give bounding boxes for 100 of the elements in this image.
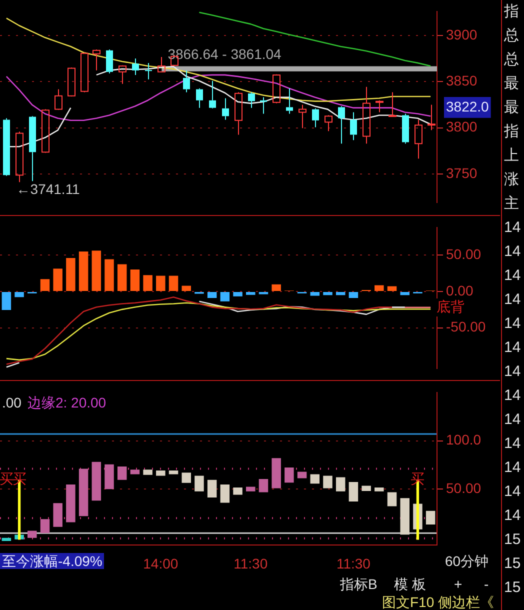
text: 14 — [503, 458, 522, 478]
bar — [130, 269, 140, 291]
bar — [233, 292, 242, 296]
bar — [168, 470, 178, 474]
bar — [53, 268, 62, 291]
y-tick-label: 3800 — [446, 118, 478, 135]
text: 60分钟 — [444, 553, 490, 569]
candlestick — [350, 112, 357, 141]
text: 14 — [503, 410, 522, 430]
bar — [53, 503, 62, 527]
candlestick — [118, 65, 126, 84]
text: 14 — [503, 434, 522, 454]
bar — [92, 462, 102, 501]
bar — [143, 275, 152, 291]
candlestick — [106, 49, 113, 74]
bar — [220, 292, 230, 302]
text: 侧边栏《 — [437, 594, 495, 610]
text: 14 — [503, 506, 522, 526]
bar — [310, 292, 320, 296]
text: 主 — [503, 194, 520, 214]
text: 14 — [503, 386, 522, 406]
y-tick-label: 3822.0 — [446, 98, 490, 114]
bar — [426, 510, 436, 525]
text: 总 — [503, 50, 520, 70]
bar — [143, 470, 152, 475]
text: 14 — [503, 362, 522, 382]
bar — [272, 284, 281, 291]
bar — [117, 264, 127, 291]
candlestick — [209, 80, 216, 108]
y-tick-label: 3750 — [446, 164, 478, 181]
bar — [78, 468, 88, 516]
x-tick-label: 11:30 — [336, 555, 371, 572]
bar — [233, 488, 242, 495]
bar — [66, 258, 76, 291]
bar — [400, 292, 410, 296]
text: + — [453, 576, 464, 592]
candlestick — [260, 96, 267, 114]
text: 底背 — [436, 298, 465, 314]
bar — [348, 482, 358, 502]
data-label: 买 — [12, 470, 26, 487]
candlestick — [402, 113, 409, 144]
candlestick — [286, 88, 293, 114]
text: - — [483, 576, 490, 592]
bar — [348, 292, 358, 298]
bar — [194, 476, 204, 492]
bar — [117, 466, 127, 480]
bar — [258, 292, 268, 294]
bar — [400, 498, 410, 535]
candlestick — [248, 92, 255, 108]
candlestick — [234, 92, 242, 136]
text: 15 — [503, 554, 522, 574]
bar — [40, 519, 50, 534]
annotation: 边缘2: 20.00 — [27, 394, 106, 410]
text: 至今涨幅-4.09% — [0, 553, 104, 569]
bar — [130, 470, 140, 474]
bar — [387, 492, 397, 506]
bar — [246, 292, 256, 295]
bar — [284, 467, 294, 483]
candlestick — [222, 98, 229, 120]
annotation: .00 — [2, 394, 22, 410]
bar — [220, 484, 230, 503]
candlestick — [92, 49, 100, 71]
text: 14 — [503, 266, 522, 286]
text: 14 — [503, 218, 522, 238]
bar — [66, 484, 76, 522]
text: 涨 — [503, 170, 520, 190]
text: 上 — [503, 146, 520, 166]
text: 15 — [503, 578, 522, 598]
bar — [336, 292, 346, 296]
bar — [323, 292, 332, 296]
bar — [310, 474, 320, 484]
bar — [362, 486, 371, 492]
candlestick — [132, 58, 139, 76]
bar — [2, 538, 12, 541]
bar — [14, 292, 24, 298]
candlestick — [324, 114, 332, 132]
text: 14 — [503, 290, 522, 310]
candlestick — [362, 86, 370, 144]
text: 指 — [503, 2, 520, 22]
bar — [297, 472, 307, 478]
bar — [168, 276, 178, 291]
bar — [28, 530, 37, 538]
text: 买 — [0, 470, 14, 487]
text: 14 — [503, 242, 522, 262]
y-tick-label: 3850 — [446, 72, 478, 88]
y-tick-label: 0.00 — [446, 282, 474, 298]
bar — [246, 486, 256, 492]
text: 14 — [503, 314, 522, 334]
text: 指 — [503, 122, 520, 142]
bar — [104, 259, 114, 291]
y-tick-label: 3900 — [446, 26, 478, 42]
data-label: 买 — [410, 470, 425, 487]
text: 14 — [503, 482, 522, 502]
bar — [156, 470, 166, 476]
text: 图文F10 — [381, 594, 436, 610]
candlestick — [158, 56, 166, 72]
text: 总 — [503, 26, 520, 46]
band-label: 3866.64 - 3861.04 — [168, 46, 282, 62]
text: 最 — [503, 98, 520, 118]
bar — [387, 286, 397, 291]
